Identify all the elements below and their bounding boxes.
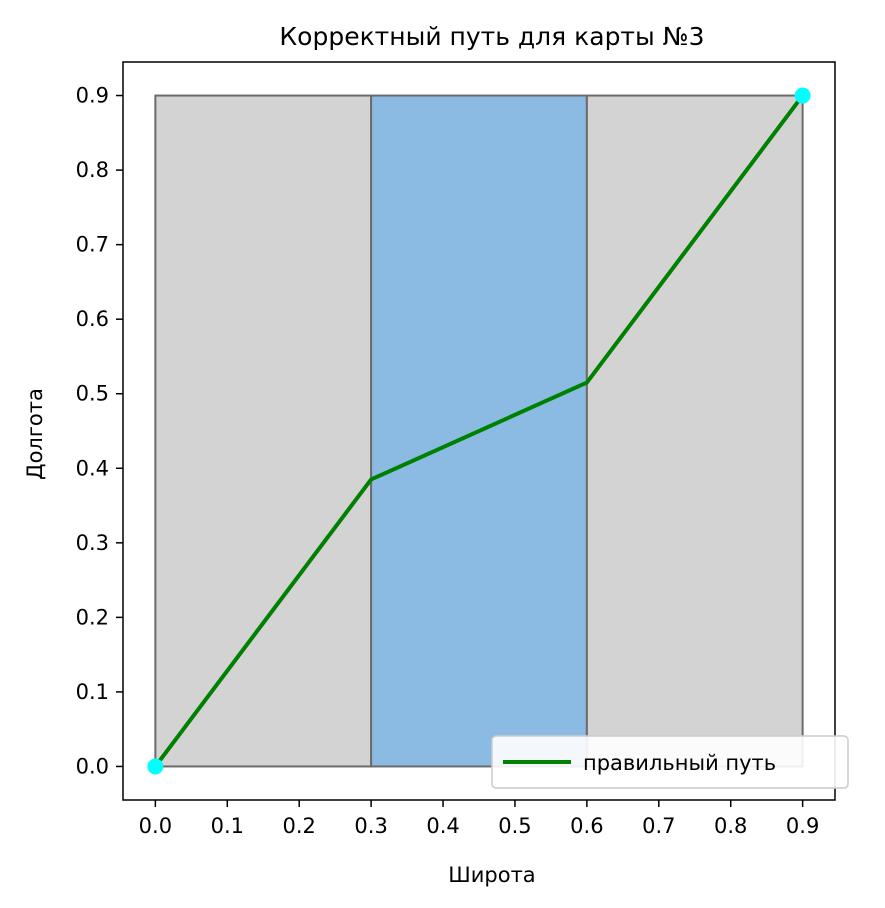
- region-3: [585, 94, 804, 768]
- region-1: [154, 94, 373, 768]
- y-tick-label: 0.1: [76, 680, 109, 704]
- end-point: [794, 87, 811, 104]
- chart-title: Корректный путь для карты №3: [279, 22, 704, 51]
- x-tick-label: 0.8: [714, 814, 747, 838]
- x-tick-label: 0.7: [642, 814, 675, 838]
- x-axis-ticks: 0.0 0.1 0.2 0.3 0.4 0.5 0.6 0.7 0.8 0.9: [139, 800, 819, 838]
- x-tick-label: 0.1: [211, 814, 244, 838]
- plot-frame: [122, 61, 836, 801]
- y-tick-label: 0.2: [76, 605, 109, 629]
- x-tick-label: 0.9: [786, 814, 819, 838]
- start-point: [147, 758, 164, 775]
- y-tick-label: 0.7: [76, 233, 109, 257]
- x-tick-label: 0.4: [426, 814, 459, 838]
- legend-box: [491, 735, 849, 789]
- x-tick-label: 0.6: [570, 814, 603, 838]
- y-tick-label: 0.5: [76, 382, 109, 406]
- x-tick-label: 0.2: [282, 814, 315, 838]
- series-line-1: [153, 94, 805, 768]
- y-axis-label: Долгота: [23, 388, 47, 480]
- x-tick-label: 0.0: [139, 814, 172, 838]
- y-tick-label: 0.0: [76, 754, 109, 778]
- legend-label: правильный путь: [583, 751, 776, 775]
- x-axis-label: Широта: [448, 863, 535, 887]
- regions: [154, 94, 804, 768]
- series-layer: [147, 87, 811, 775]
- y-tick-label: 0.3: [76, 531, 109, 555]
- y-axis-ticks: 0.0 0.1 0.2 0.3 0.4 0.5 0.6 0.7 0.8 0.9: [76, 84, 123, 778]
- legend: правильный путь: [491, 735, 849, 789]
- y-tick-label: 0.6: [76, 307, 109, 331]
- y-tick-label: 0.9: [76, 84, 109, 108]
- x-tick-label: 0.5: [498, 814, 531, 838]
- x-tick-label: 0.3: [354, 814, 387, 838]
- y-tick-label: 0.8: [76, 158, 109, 182]
- y-tick-label: 0.4: [76, 456, 109, 480]
